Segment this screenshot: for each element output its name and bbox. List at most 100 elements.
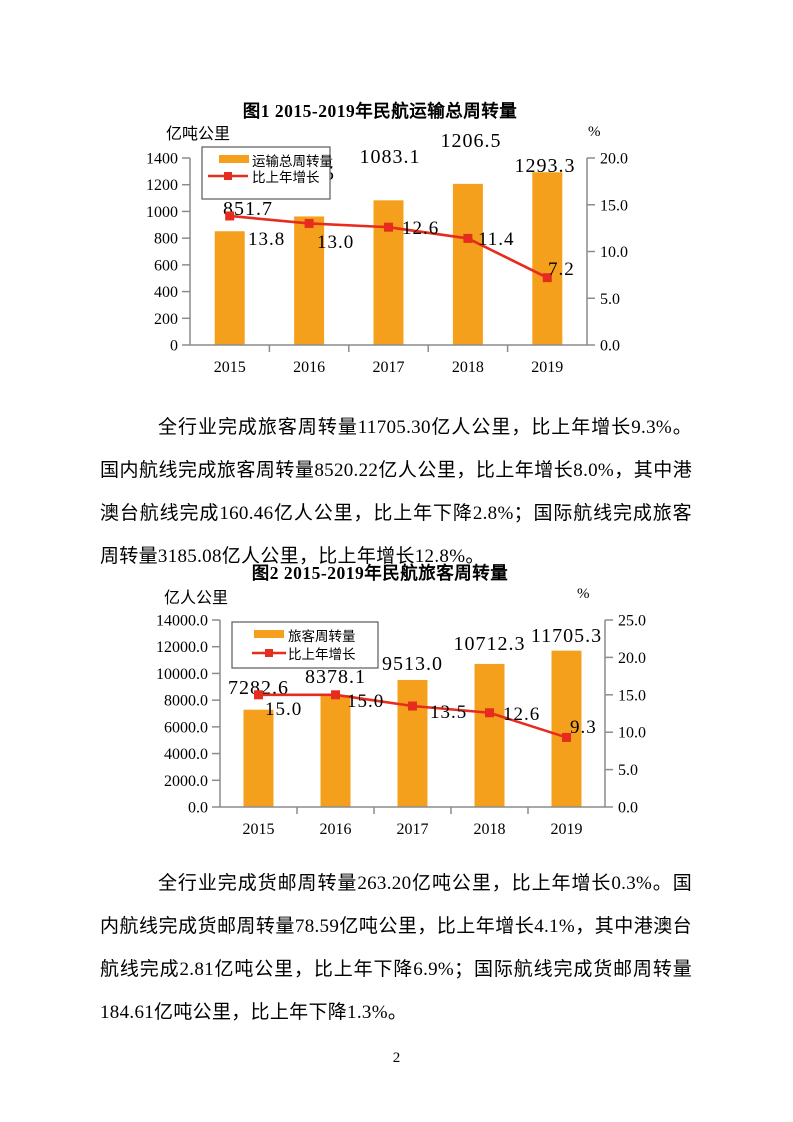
- bar: [532, 172, 563, 345]
- growth-value-label: 11.4: [478, 229, 515, 250]
- bar-value-label: 11705.3: [531, 625, 602, 647]
- left-tick-label: 10000.0: [156, 666, 208, 683]
- x-category-label: 2016: [320, 821, 352, 838]
- chart1-canvas: 0 200 400 600 800 1000 1200 1400 0.0 5.0 10.0 15.0 2…: [146, 130, 628, 376]
- legend-line-marker: [265, 649, 273, 657]
- x-category-label: 2016: [293, 359, 325, 376]
- growth-value-label: 13.8: [248, 229, 285, 250]
- bar-value-label: 1293.3: [515, 155, 576, 177]
- growth-marker: [562, 732, 571, 742]
- x-category-label: 2017: [397, 821, 429, 838]
- right-tick-label: 25.0: [618, 613, 646, 630]
- bar-series: [214, 172, 563, 345]
- legend-bar-label: 运输总周转量: [252, 154, 333, 169]
- legend-bar-swatch: [219, 155, 249, 163]
- growth-marker: [384, 222, 393, 232]
- page-number: 2: [392, 1050, 401, 1066]
- growth-value-label: 12.6: [503, 704, 540, 725]
- legend-line-label: 比上年增长: [252, 170, 320, 185]
- left-tick-label: 1400: [146, 151, 178, 168]
- chart2-left-axis-unit: 亿人公里: [164, 590, 229, 607]
- bar: [551, 650, 582, 807]
- left-tick-label: 600: [154, 257, 178, 274]
- left-tick-label: 6000.0: [164, 719, 208, 736]
- right-tick-label: 0.0: [618, 800, 638, 817]
- legend-line-label: 比上年增长: [288, 647, 356, 662]
- growth-value-label: 9.3: [570, 717, 597, 738]
- right-tick-label: 15.0: [600, 197, 628, 214]
- right-tick-label: 10.0: [600, 244, 628, 261]
- growth-marker: [485, 708, 494, 718]
- bar: [214, 231, 245, 345]
- bar: [320, 695, 351, 807]
- bar-value-label: 10712.3: [454, 633, 526, 655]
- left-tick-label: 800: [154, 231, 178, 248]
- right-tick-label: 5.0: [600, 291, 620, 308]
- bar-value-label: 1083.1: [360, 146, 421, 168]
- legend-line-marker: [224, 172, 232, 180]
- bar: [373, 200, 404, 345]
- bar: [397, 679, 428, 807]
- legend-bar-swatch: [254, 630, 284, 638]
- right-tick-label: 20.0: [600, 151, 628, 168]
- left-tick-label: 1000: [146, 204, 178, 221]
- x-category-label: 2019: [531, 359, 563, 376]
- paragraph-passenger-turnover: 全行业完成旅客周转量11705.30亿人公里，比上年增长9.3%。国内航线完成旅…: [100, 417, 692, 567]
- growth-value-label: 13.0: [317, 232, 354, 253]
- bar: [243, 709, 274, 807]
- x-category-label: 2018: [474, 821, 506, 838]
- growth-marker: [225, 211, 235, 221]
- right-tick-label: 20.0: [618, 650, 646, 667]
- growth-marker: [304, 218, 314, 228]
- paragraph-cargo-turnover: 全行业完成货邮周转量263.20亿吨公里，比上年增长0.3%。国内航线完成货邮周…: [100, 873, 692, 1023]
- right-tick-label: 10.0: [618, 725, 646, 742]
- chart2-right-axis-unit: %: [577, 586, 590, 602]
- right-tick-label: 15.0: [618, 687, 646, 704]
- right-tick-label: 0.0: [600, 338, 620, 355]
- x-category-label: 2015: [243, 821, 275, 838]
- left-tick-label: 200: [154, 311, 178, 328]
- growth-value-label: 7.2: [548, 259, 575, 280]
- growth-marker: [408, 701, 417, 711]
- left-tick-label: 14000.0: [156, 613, 208, 630]
- bar-value-label: 9513.0: [382, 653, 443, 675]
- chart2-canvas: 0.0 2000.0 4000.0 6000.0 8000.0 10000.0 12000.…: [156, 613, 646, 839]
- left-tick-label: 12000.0: [156, 639, 208, 656]
- left-tick-label: 2000.0: [164, 773, 208, 790]
- x-category-label: 2019: [551, 821, 583, 838]
- chart-figure-1: 图1 2015-2019年民航运输总周转量 亿吨公里 % 0 200 400 600 8…: [140, 98, 700, 390]
- left-tick-label: 0.0: [188, 800, 208, 817]
- left-tick-label: 4000.0: [164, 746, 208, 763]
- bar: [452, 183, 483, 345]
- left-tick-label: 0: [170, 338, 178, 355]
- bar-value-label: 1206.5: [441, 130, 502, 152]
- bar-value-label: 851.7: [223, 198, 273, 220]
- growth-value-label: 12.6: [402, 218, 439, 239]
- legend-bar-label: 旅客周转量: [288, 628, 356, 644]
- bar-series: [243, 650, 582, 807]
- growth-marker: [542, 273, 552, 283]
- axes: [182, 157, 595, 352]
- growth-marker: [331, 690, 340, 700]
- axes: [212, 619, 613, 814]
- growth-value-label: 15.0: [265, 699, 302, 720]
- growth-marker: [463, 233, 473, 243]
- right-tick-label: 5.0: [618, 762, 638, 779]
- x-category-label: 2017: [373, 359, 405, 376]
- chart1-left-axis-unit: 亿吨公里: [166, 126, 231, 143]
- x-category-label: 2015: [214, 359, 246, 376]
- growth-marker: [254, 690, 263, 700]
- left-tick-label: 1200: [146, 177, 178, 194]
- legend-box: [231, 621, 379, 669]
- x-category-label: 2018: [452, 359, 484, 376]
- chart1-right-axis-unit: %: [588, 124, 601, 140]
- growth-value-label: 15.0: [347, 691, 384, 712]
- chart1-title: 图1 2015-2019年民航运输总周转量: [242, 101, 518, 121]
- growth-value-label: 13.5: [430, 702, 467, 723]
- chart2-title: 图2 2015-2019年民航旅客周转量: [251, 563, 509, 583]
- left-tick-label: 8000.0: [164, 693, 208, 710]
- bar-value-label: 8378.1: [305, 666, 366, 688]
